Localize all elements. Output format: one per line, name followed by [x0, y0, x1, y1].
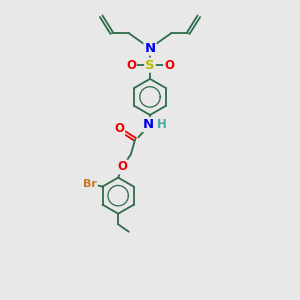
- Text: S: S: [145, 58, 155, 72]
- Text: O: O: [114, 122, 124, 135]
- Text: O: O: [117, 160, 128, 173]
- Text: H: H: [157, 118, 166, 131]
- Text: N: N: [142, 118, 153, 131]
- Text: O: O: [126, 58, 136, 72]
- Text: Br: Br: [83, 179, 97, 190]
- Text: N: N: [144, 42, 156, 55]
- Text: O: O: [164, 58, 174, 72]
